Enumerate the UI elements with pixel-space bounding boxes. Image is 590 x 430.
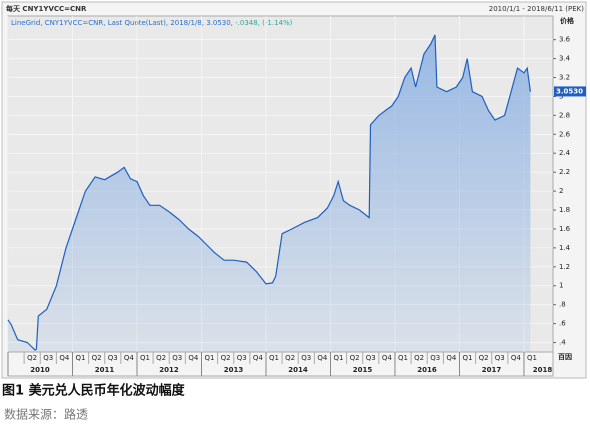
x-tick-label: Q2 bbox=[92, 354, 102, 362]
x-tick-label: Q4 bbox=[253, 354, 264, 362]
y-tick-label: 2 bbox=[559, 187, 563, 195]
y-tick-label: 1.2 bbox=[559, 263, 570, 271]
y-axis-bottom-label: 百因 bbox=[558, 352, 572, 361]
y-tick-label: 3.4 bbox=[559, 55, 571, 63]
y-tick-label: 2.8 bbox=[559, 111, 570, 119]
x-tick-label: Q1 bbox=[140, 354, 150, 362]
x-tick-label: Q1 bbox=[334, 354, 344, 362]
x-tick-label: Q1 bbox=[462, 354, 472, 362]
x-tick-label: Q4 bbox=[124, 354, 135, 362]
x-tick-label: Q3 bbox=[366, 354, 376, 362]
y-tick-label: .8 bbox=[559, 301, 566, 309]
y-axis-label: 价格 bbox=[560, 16, 575, 25]
x-tick-label: Q1 bbox=[527, 354, 537, 362]
caption: 图1 美元兑人民币年化波动幅度 bbox=[2, 383, 186, 399]
x-tick-label: Q3 bbox=[172, 354, 182, 362]
x-tick-label: Q2 bbox=[156, 354, 166, 362]
x-tick-label: Q1 bbox=[398, 354, 408, 362]
x-tick-label: Q2 bbox=[414, 354, 424, 362]
source: 数据来源：路透 bbox=[4, 407, 88, 422]
x-tick-label: Q3 bbox=[430, 354, 440, 362]
y-tick-label: 1 bbox=[559, 282, 563, 290]
header-right: 2010/1/1 - 2018/6/11 (PEK) bbox=[489, 5, 584, 13]
x-tick-label: Q1 bbox=[76, 354, 86, 362]
y-tick-label: 1.4 bbox=[559, 244, 571, 252]
y-tick-label: 2.6 bbox=[559, 130, 571, 138]
y-tick-label: 3.2 bbox=[559, 74, 570, 82]
year-label: 2012 bbox=[159, 366, 179, 374]
x-tick-label: Q4 bbox=[59, 354, 70, 362]
x-axis-band bbox=[7, 351, 554, 377]
year-label: 2018 bbox=[533, 366, 553, 374]
x-tick-label: Q4 bbox=[382, 354, 393, 362]
x-tick-label: Q4 bbox=[317, 354, 328, 362]
x-tick-label: Q4 bbox=[188, 354, 199, 362]
y-tick-label: 2.2 bbox=[559, 168, 570, 176]
y-tick-label: 3.6 bbox=[559, 36, 571, 44]
x-tick-label: Q3 bbox=[43, 354, 53, 362]
line bbox=[7, 34, 531, 351]
x-tick-label: Q2 bbox=[221, 354, 231, 362]
year-label: 2016 bbox=[417, 366, 437, 374]
x-tick-label: Q4 bbox=[446, 354, 457, 362]
legend: LineGrid, CNY1YVCC=CNR, Last Quote(Last)… bbox=[11, 19, 293, 27]
x-tick-label: Q1 bbox=[205, 354, 215, 362]
x-tick-label: Q3 bbox=[108, 354, 118, 362]
year-label: 2013 bbox=[224, 366, 244, 374]
y-tick-label: 2.4 bbox=[559, 149, 571, 157]
year-label: 2011 bbox=[95, 366, 115, 374]
last-value-tag bbox=[554, 86, 586, 97]
y-tick-label: 1.6 bbox=[559, 225, 571, 233]
x-tick-label: Q2 bbox=[27, 354, 37, 362]
y-tick-label: 1.8 bbox=[559, 206, 570, 214]
x-tick-label: Q4 bbox=[511, 354, 522, 362]
year-label: 2010 bbox=[30, 366, 50, 374]
x-tick-label: Q2 bbox=[350, 354, 360, 362]
legend-text: LineGrid, CNY1YVCC=CNR, Last Quote(Last)… bbox=[11, 19, 235, 27]
x-tick-label: Q1 bbox=[269, 354, 279, 362]
year-label: 2014 bbox=[288, 366, 308, 374]
area-fill bbox=[8, 34, 531, 353]
year-label: 2015 bbox=[353, 366, 373, 374]
x-tick-label: Q3 bbox=[301, 354, 311, 362]
x-tick-label: Q2 bbox=[285, 354, 295, 362]
x-tick-label: Q2 bbox=[479, 354, 489, 362]
y-tick-label: .6 bbox=[559, 320, 566, 328]
legend-change: -.0348, (-1.14%) bbox=[235, 19, 293, 27]
x-tick-label: Q3 bbox=[495, 354, 505, 362]
last-value-label: 3.0530 bbox=[556, 87, 583, 95]
x-tick-label: Q3 bbox=[237, 354, 247, 362]
header-left: 每天 CNY1YVCC=CNR bbox=[6, 4, 87, 13]
y-tick-label: 3 bbox=[559, 92, 563, 100]
y-tick-label: .4 bbox=[559, 339, 566, 347]
year-label: 2017 bbox=[482, 366, 502, 374]
